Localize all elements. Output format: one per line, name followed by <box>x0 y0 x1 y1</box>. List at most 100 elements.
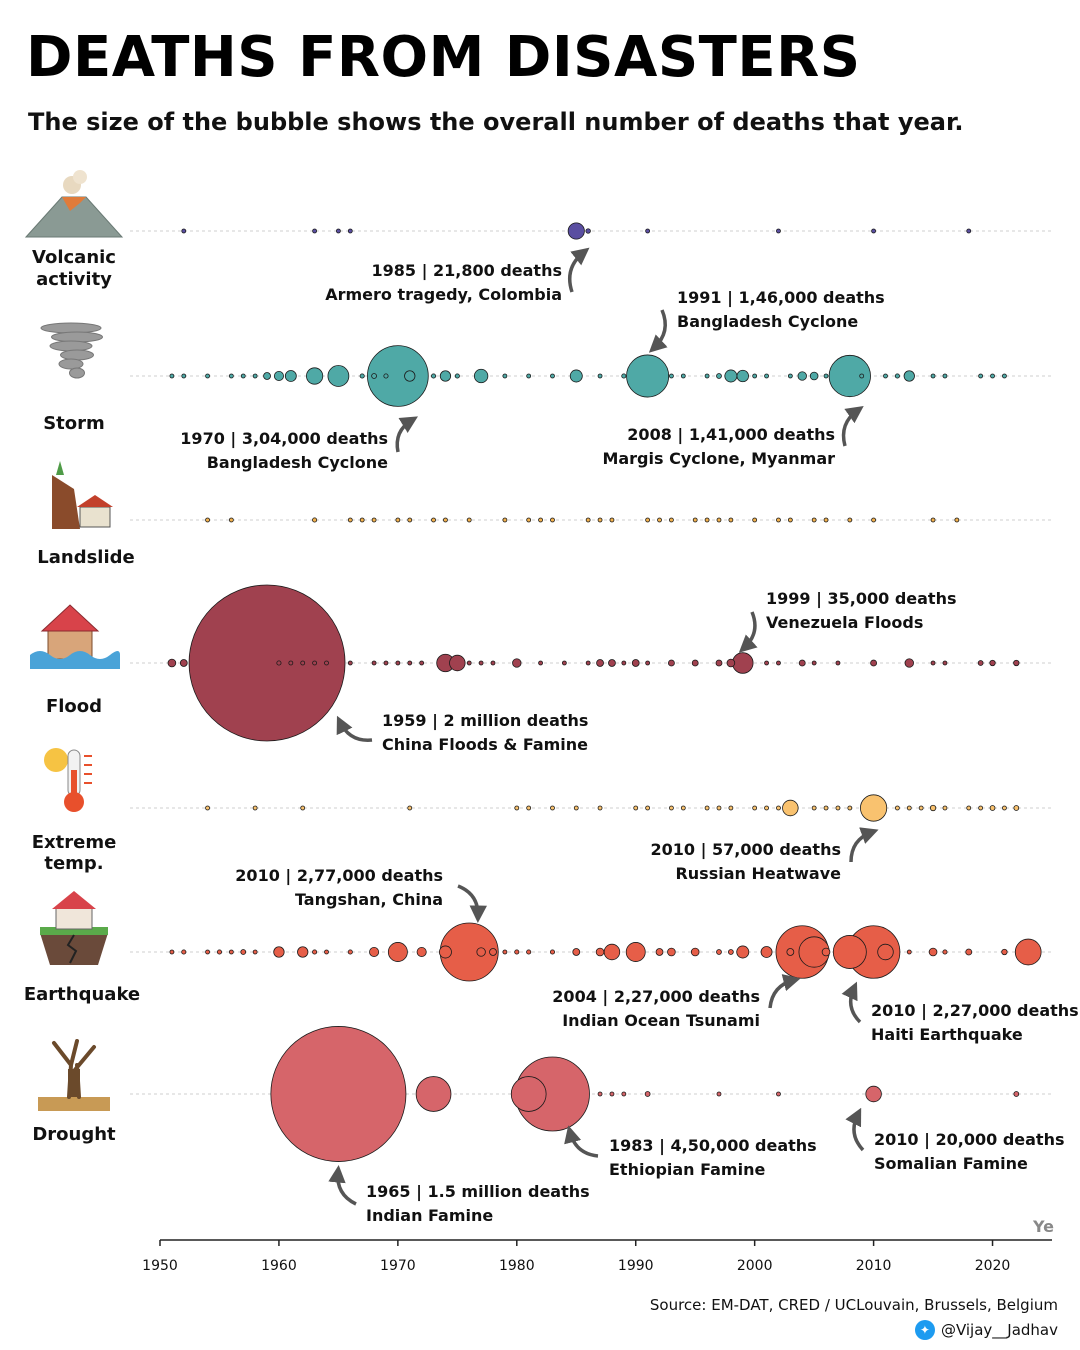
bubble <box>978 805 984 811</box>
bubble <box>764 373 769 379</box>
bubble <box>387 942 408 962</box>
bubble <box>1002 373 1007 379</box>
annotation-arrow <box>849 827 879 863</box>
annotation-text: Venezuela Floods <box>766 613 923 632</box>
bubble <box>989 659 996 667</box>
bubble <box>603 943 621 961</box>
page-subtitle: The size of the bubble shows the overall… <box>28 108 964 136</box>
bubble <box>633 805 639 811</box>
bubble <box>228 373 234 379</box>
bubble <box>367 345 429 407</box>
bubble <box>903 370 915 382</box>
bubble <box>691 659 699 667</box>
bubble <box>383 660 389 666</box>
annotation-arrow <box>457 884 487 923</box>
bubble <box>930 517 936 523</box>
bubble <box>906 805 912 811</box>
annotation: 1991 | 1,46,000 deaths Bangladesh Cyclone <box>648 288 885 353</box>
bubble <box>228 949 234 955</box>
annotation-text: 1959 | 2 million deaths <box>382 711 588 731</box>
bubble <box>273 946 285 958</box>
bubble <box>726 658 736 668</box>
bubble <box>977 660 984 666</box>
annotation-text: 2010 | 20,000 deaths <box>874 1130 1065 1150</box>
bubble <box>621 660 627 666</box>
bubble <box>645 805 651 811</box>
bubble <box>502 949 508 955</box>
bubble <box>550 373 555 379</box>
bubble <box>736 945 750 959</box>
bubble <box>942 805 948 811</box>
annotation-text: 2010 | 57,000 deaths <box>651 840 842 860</box>
bubble <box>526 517 532 523</box>
bubble <box>1013 1091 1020 1097</box>
bubble <box>443 517 448 523</box>
bubble <box>631 659 640 667</box>
bubble <box>690 947 700 957</box>
series-flood: Flood <box>30 584 1052 742</box>
bubble <box>621 373 627 379</box>
bubble <box>760 946 773 958</box>
bubble <box>715 659 723 667</box>
bubble <box>252 373 258 379</box>
bubble <box>561 660 567 666</box>
bubble <box>669 373 674 379</box>
bubble <box>312 228 318 234</box>
bubble <box>181 228 187 234</box>
bubble <box>335 228 341 234</box>
bubble <box>928 947 938 957</box>
bubble <box>669 517 674 523</box>
bubble <box>466 517 472 523</box>
bubble <box>811 660 817 666</box>
annotation-text: 2008 | 1,41,000 deaths <box>627 425 835 445</box>
bubble <box>512 658 522 668</box>
bubble <box>823 373 829 379</box>
bubble <box>835 660 841 666</box>
bubble <box>347 949 353 955</box>
series-label: Volcanic <box>32 247 116 268</box>
bubble <box>407 805 413 811</box>
bubble <box>324 660 329 666</box>
x-tick-label: 1960 <box>261 1258 297 1274</box>
bubble <box>870 659 878 667</box>
bubble <box>835 805 841 811</box>
bubble <box>312 949 318 955</box>
annotation-arrow <box>845 1107 865 1152</box>
thermometer-icon <box>44 748 92 812</box>
bubble <box>431 517 436 523</box>
bubble <box>798 659 806 667</box>
series-label: Extreme <box>32 832 117 853</box>
bubble <box>419 660 425 666</box>
bubble <box>704 373 710 379</box>
bubble <box>990 373 995 379</box>
bubble <box>538 517 543 523</box>
bubble <box>169 949 175 955</box>
bubble <box>716 373 722 379</box>
bubble <box>776 517 781 523</box>
bubble <box>704 805 710 811</box>
bubble <box>776 1091 781 1097</box>
bubble <box>1013 659 1020 667</box>
annotation: 2010 | 2,77,000 deaths Tangshan, China <box>235 866 487 923</box>
series-label: Landslide <box>37 547 134 568</box>
annotation-text: Russian Heatwave <box>675 864 841 883</box>
bubble <box>930 660 936 666</box>
bubble <box>585 228 591 234</box>
bubble <box>966 805 972 811</box>
author-credit[interactable]: ✦ @Vijay__Jadhav <box>914 1320 1058 1340</box>
bubble <box>823 517 829 523</box>
annotation: 2010 | 57,000 deaths Russian Heatwave <box>651 827 879 883</box>
bubble <box>728 517 734 523</box>
annotation: 2010 | 2,27,000 deaths Haiti Earthquake <box>841 981 1079 1044</box>
bubble <box>510 1076 547 1112</box>
bubble <box>894 373 900 379</box>
bubble <box>847 805 853 811</box>
x-tick-label: 1990 <box>618 1258 654 1274</box>
bubble <box>415 1076 452 1112</box>
bubble <box>188 584 346 742</box>
bubble <box>809 371 819 381</box>
bubble <box>608 659 616 667</box>
bubble <box>347 660 353 666</box>
